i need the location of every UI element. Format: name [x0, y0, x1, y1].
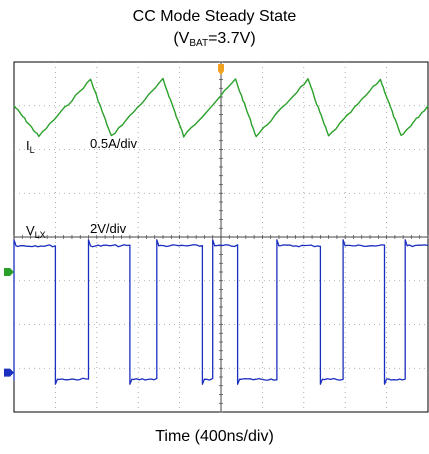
x-axis-label: Time (400ns/div)	[155, 428, 274, 445]
vlx-ground-marker	[4, 368, 14, 377]
il-ground-marker	[4, 268, 14, 276]
vlx-channel-label: VLX	[26, 223, 46, 240]
chart-subtitle: (VBAT=3.7V)	[173, 30, 256, 49]
vlx-trace	[13, 239, 429, 385]
grid	[13, 61, 429, 413]
il-channel-label: IL	[26, 138, 35, 155]
chart-title: CC Mode Steady State	[132, 8, 297, 25]
trigger-marker	[218, 64, 224, 75]
il-trace	[13, 77, 429, 138]
markers	[4, 64, 224, 377]
traces	[13, 77, 429, 385]
vlx-scale-label: 2V/div	[90, 221, 127, 236]
il-scale-label: 0.5A/div	[90, 136, 137, 151]
